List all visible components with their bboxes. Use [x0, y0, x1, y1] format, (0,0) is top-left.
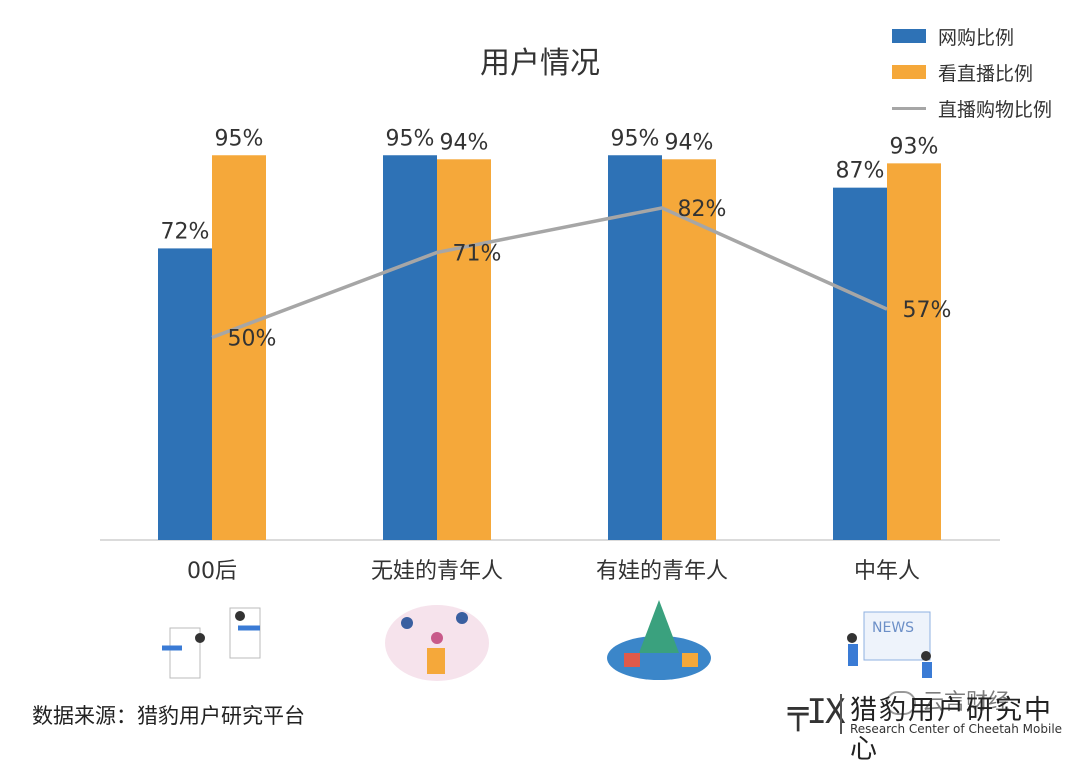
cheetah-logo-icon: ╤IX [788, 692, 845, 732]
x-tick-label-1: 无娃的青年人 [371, 559, 503, 584]
chart-canvas: 72%95% 95%87%95% 94% 94% 93%50%71%82%57%00后无… [100, 126, 1000, 584]
bar-live-watching-1 [437, 159, 491, 541]
line-live-shopping [211, 206, 888, 340]
brand-logo: ╤IX 猎豹用户研究中心 Research Center of Cheetah … [788, 688, 1068, 765]
data-label-live-shopping-1: 71% [453, 241, 502, 266]
legend: 网购比例 看直播比例 直播购物比例 [892, 18, 1052, 126]
data-label-online-shopping-1: 95% [386, 126, 435, 151]
data-label-live-watching-0: 95% [215, 126, 264, 151]
data-label-online-shopping-0: 72% [161, 219, 210, 244]
legend-item-online-shopping: 网购比例 [892, 18, 1052, 54]
bar-online-shopping-3 [833, 187, 887, 540]
legend-item-live-watching: 看直播比例 [892, 54, 1052, 90]
bar-live-watching-3 [887, 163, 941, 540]
bar-online-shopping-0 [158, 248, 212, 540]
data-label-online-shopping-2: 95% [611, 126, 660, 151]
data-label-online-shopping-3: 87% [836, 159, 885, 184]
chart-title: 用户情况 [480, 46, 600, 81]
legend-swatch-live-watching [892, 65, 926, 79]
illustration-middle-aged: NEWS [834, 598, 944, 684]
wechat-account-name: 云言财经 [922, 690, 1011, 715]
bar-live-watching-0 [212, 155, 266, 540]
data-label-live-watching-3: 93% [890, 134, 939, 159]
bar-online-shopping-2 [608, 155, 662, 540]
data-label-live-shopping-2: 82% [678, 197, 727, 222]
data-label-live-shopping-3: 57% [903, 298, 952, 323]
legend-label-live-watching: 看直播比例 [938, 62, 1034, 85]
legend-label-online-shopping: 网购比例 [938, 26, 1015, 49]
legend-label-live-shopping: 直播购物比例 [938, 98, 1053, 121]
legend-item-live-shopping: 直播购物比例 [892, 90, 1052, 126]
svg-text:NEWS: NEWS [872, 620, 914, 636]
illustration-00s [160, 598, 270, 684]
wechat-icon [886, 691, 916, 715]
data-label-live-shopping-0: 50% [228, 327, 277, 352]
x-tick-label-3: 中年人 [854, 559, 920, 584]
bar-online-shopping-1 [383, 155, 437, 540]
logo-divider [840, 694, 842, 734]
data-label-live-watching-1: 94% [440, 130, 489, 155]
wechat-watermark: 云言财经 [886, 684, 1010, 716]
x-tick-label-2: 有娃的青年人 [596, 559, 728, 584]
x-tick-label-0: 00后 [187, 559, 237, 584]
data-source: 数据来源：猎豹用户研究平台 [32, 704, 305, 728]
illustration-youth-with-kids [604, 598, 714, 684]
illustration-childless-youth [382, 598, 492, 684]
bar-live-watching-2 [662, 159, 716, 541]
data-label-live-watching-2: 94% [665, 130, 714, 155]
logo-name-en: Research Center of Cheetah Mobile [850, 722, 1063, 736]
legend-swatch-online-shopping [892, 29, 926, 43]
legend-swatch-live-shopping [892, 106, 926, 110]
